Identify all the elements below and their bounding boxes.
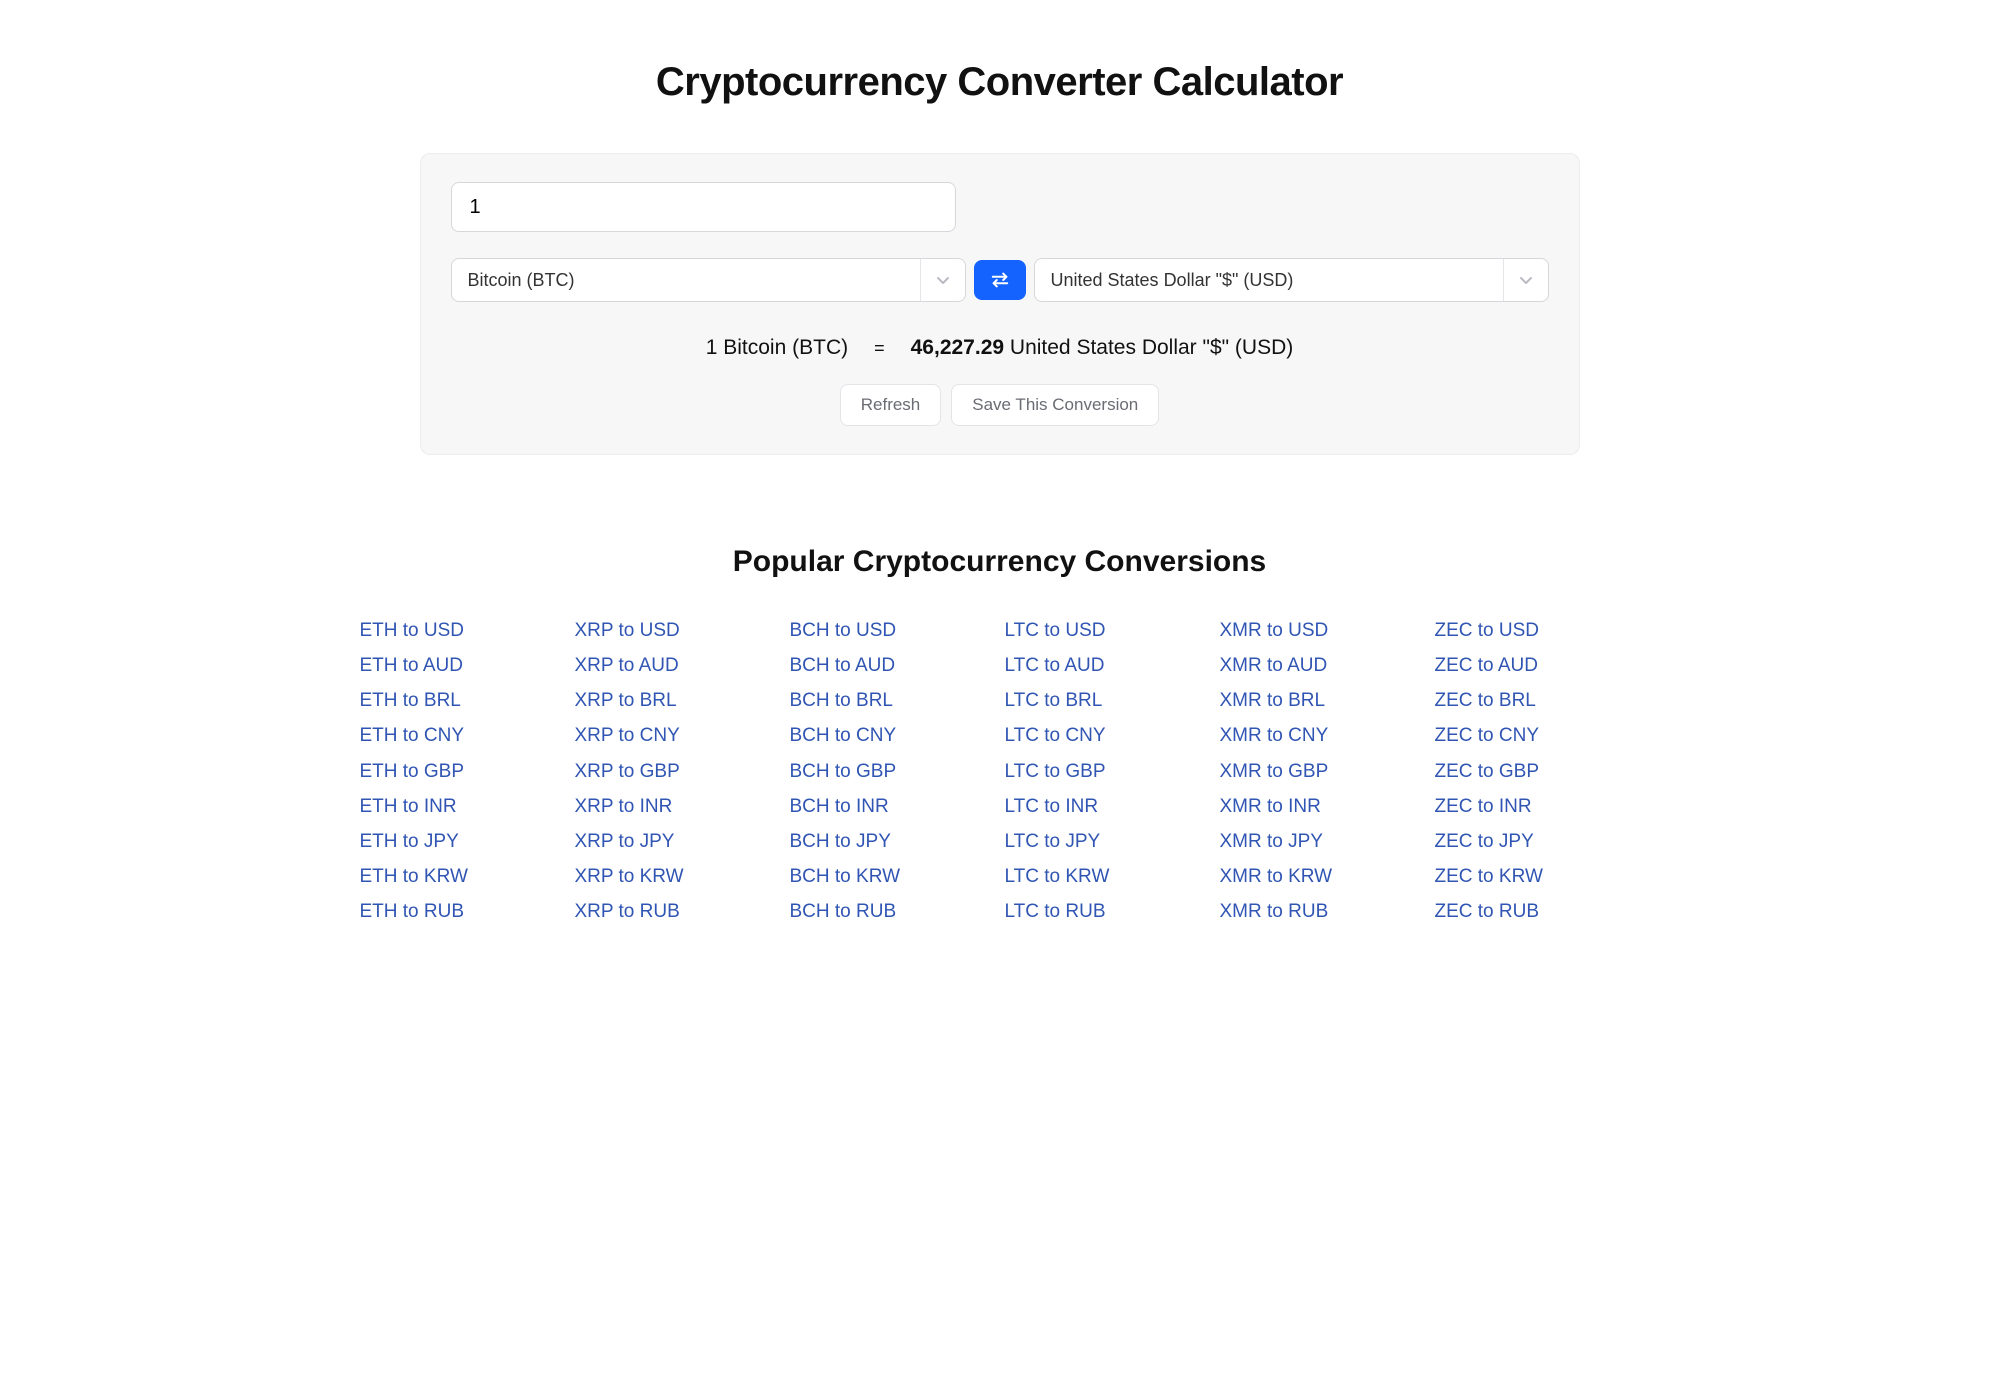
conversion-link[interactable]: LTC to AUD — [1005, 648, 1210, 683]
conversion-link[interactable]: XRP to GBP — [575, 754, 780, 789]
conversion-link[interactable]: XMR to USD — [1220, 613, 1425, 648]
chevron-down-icon — [920, 259, 965, 301]
conversion-link[interactable]: XMR to BRL — [1220, 683, 1425, 718]
conversion-link[interactable]: BCH to GBP — [790, 754, 995, 789]
amount-input[interactable] — [451, 182, 956, 232]
from-currency-select[interactable]: Bitcoin (BTC) — [451, 258, 966, 302]
conversion-link[interactable]: ZEC to USD — [1435, 613, 1640, 648]
conversion-link[interactable]: ETH to KRW — [360, 859, 565, 894]
conversion-column-xmr: XMR to USDXMR to AUDXMR to BRLXMR to CNY… — [1220, 613, 1425, 929]
conversion-link[interactable]: ZEC to KRW — [1435, 859, 1640, 894]
conversion-column-eth: ETH to USDETH to AUDETH to BRLETH to CNY… — [360, 613, 565, 929]
conversion-link[interactable]: XRP to INR — [575, 789, 780, 824]
conversion-link[interactable]: ZEC to INR — [1435, 789, 1640, 824]
swap-button[interactable] — [974, 260, 1026, 300]
conversion-link[interactable]: ETH to USD — [360, 613, 565, 648]
result-from-text: 1 Bitcoin (BTC) — [706, 336, 848, 360]
result-rate: 46,227.29 — [911, 336, 1004, 359]
conversion-link[interactable]: LTC to KRW — [1005, 859, 1210, 894]
conversion-link[interactable]: XRP to JPY — [575, 824, 780, 859]
conversion-column-ltc: LTC to USDLTC to AUDLTC to BRLLTC to CNY… — [1005, 613, 1210, 929]
converter-card: Bitcoin (BTC) United States Dollar "$" (… — [420, 153, 1580, 455]
conversion-link[interactable]: BCH to CNY — [790, 718, 995, 753]
conversion-link[interactable]: XRP to BRL — [575, 683, 780, 718]
conversion-link[interactable]: ETH to RUB — [360, 894, 565, 929]
conversion-link[interactable]: XRP to USD — [575, 613, 780, 648]
conversion-link[interactable]: ETH to INR — [360, 789, 565, 824]
conversion-link[interactable]: LTC to BRL — [1005, 683, 1210, 718]
conversion-link[interactable]: ETH to CNY — [360, 718, 565, 753]
conversion-link[interactable]: ETH to JPY — [360, 824, 565, 859]
conversion-link[interactable]: BCH to USD — [790, 613, 995, 648]
conversion-link[interactable]: XRP to RUB — [575, 894, 780, 929]
conversion-link[interactable]: BCH to RUB — [790, 894, 995, 929]
conversion-link[interactable]: BCH to KRW — [790, 859, 995, 894]
conversion-link[interactable]: XMR to KRW — [1220, 859, 1425, 894]
conversion-column-zec: ZEC to USDZEC to AUDZEC to BRLZEC to CNY… — [1435, 613, 1640, 929]
conversion-link[interactable]: XMR to INR — [1220, 789, 1425, 824]
conversion-link[interactable]: XMR to JPY — [1220, 824, 1425, 859]
conversion-link[interactable]: BCH to JPY — [790, 824, 995, 859]
conversion-link[interactable]: XMR to AUD — [1220, 648, 1425, 683]
conversion-link[interactable]: LTC to GBP — [1005, 754, 1210, 789]
conversion-link[interactable]: ZEC to JPY — [1435, 824, 1640, 859]
conversion-link[interactable]: LTC to RUB — [1005, 894, 1210, 929]
conversion-link[interactable]: BCH to AUD — [790, 648, 995, 683]
conversion-link[interactable]: LTC to USD — [1005, 613, 1210, 648]
to-currency-label: United States Dollar "$" (USD) — [1051, 270, 1294, 291]
conversion-link[interactable]: XMR to RUB — [1220, 894, 1425, 929]
conversion-link[interactable]: XRP to KRW — [575, 859, 780, 894]
conversion-link[interactable]: LTC to JPY — [1005, 824, 1210, 859]
conversion-link[interactable]: XMR to GBP — [1220, 754, 1425, 789]
save-conversion-button[interactable]: Save This Conversion — [951, 384, 1159, 426]
conversion-link[interactable]: ETH to AUD — [360, 648, 565, 683]
equals-sign: = — [874, 338, 885, 359]
conversion-link[interactable]: LTC to INR — [1005, 789, 1210, 824]
popular-conversions-title: Popular Cryptocurrency Conversions — [360, 545, 1640, 579]
popular-conversions-grid: ETH to USDETH to AUDETH to BRLETH to CNY… — [360, 613, 1640, 929]
conversion-link[interactable]: ZEC to BRL — [1435, 683, 1640, 718]
swap-icon — [990, 272, 1010, 288]
conversion-link[interactable]: XRP to CNY — [575, 718, 780, 753]
conversion-column-bch: BCH to USDBCH to AUDBCH to BRLBCH to CNY… — [790, 613, 995, 929]
chevron-down-icon — [1503, 259, 1548, 301]
conversion-link[interactable]: XRP to AUD — [575, 648, 780, 683]
conversion-link[interactable]: XMR to CNY — [1220, 718, 1425, 753]
conversion-link[interactable]: ZEC to AUD — [1435, 648, 1640, 683]
conversion-link[interactable]: ETH to BRL — [360, 683, 565, 718]
conversion-link[interactable]: ETH to GBP — [360, 754, 565, 789]
conversion-link[interactable]: ZEC to RUB — [1435, 894, 1640, 929]
conversion-link[interactable]: ZEC to GBP — [1435, 754, 1640, 789]
to-currency-select[interactable]: United States Dollar "$" (USD) — [1034, 258, 1549, 302]
from-currency-label: Bitcoin (BTC) — [468, 270, 575, 291]
refresh-button[interactable]: Refresh — [840, 384, 942, 426]
conversion-link[interactable]: BCH to INR — [790, 789, 995, 824]
conversion-link[interactable]: ZEC to CNY — [1435, 718, 1640, 753]
conversion-link[interactable]: LTC to CNY — [1005, 718, 1210, 753]
result-to-label: United States Dollar "$" (USD) — [1010, 336, 1293, 359]
conversion-column-xrp: XRP to USDXRP to AUDXRP to BRLXRP to CNY… — [575, 613, 780, 929]
conversion-result: 1 Bitcoin (BTC) = 46,227.29 United State… — [451, 336, 1549, 360]
page-title: Cryptocurrency Converter Calculator — [360, 60, 1640, 105]
conversion-link[interactable]: BCH to BRL — [790, 683, 995, 718]
